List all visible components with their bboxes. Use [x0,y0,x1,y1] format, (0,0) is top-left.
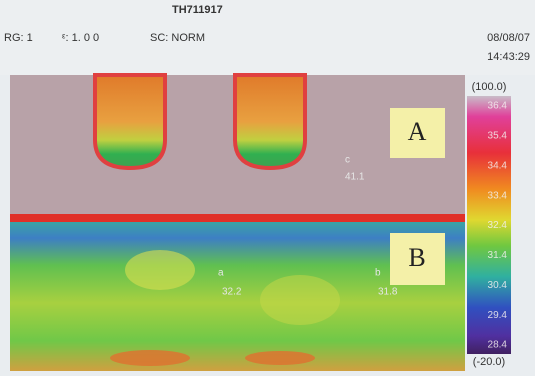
cursor-reading: 32.2 [222,287,242,298]
emissivity: ᵋ: 1. 0 0 [62,32,99,44]
date: 08/08/07 [487,32,530,44]
scale-label: 33.4 [488,190,508,201]
scale-label: 36.4 [488,101,508,112]
thermal-screen: TH711917 RG: 1 ᵋ: 1. 0 0 SC: NORM 08/08/… [0,0,535,371]
hot-spot [245,351,315,365]
scale-label: 35.4 [488,131,508,142]
scale-label: 34.4 [488,160,508,171]
scale-label: 31.4 [488,250,508,261]
region-label: A [408,117,427,146]
cursor-id: c [345,155,350,166]
scale-label: 32.4 [488,220,508,231]
title: TH711917 [172,4,223,16]
cursor-reading: 41.1 [345,172,365,183]
scale-label: 30.4 [488,280,508,291]
hot-spot [260,275,340,325]
edge-line [10,214,465,222]
time: 14:43:29 [487,51,530,63]
scale-labels: 36.4 35.4 34.4 33.4 32.4 31.4 30.4 29.4 28.4 [488,101,508,351]
finger [95,75,165,168]
scale-label: 28.4 [488,340,508,351]
cursor-id: a [218,268,224,279]
hot-spot [125,250,195,290]
scale-min: (-20.0) [473,356,505,368]
page: TH711917 RG: 1 ᵋ: 1. 0 0 SC: NORM 08/08/… [0,0,535,371]
scale-label: 29.4 [488,310,508,321]
scale-max: (100.0) [472,81,507,93]
finger [235,75,305,168]
scale-mode: SC: NORM [150,32,205,44]
region-label: B [408,243,425,272]
cursor-reading: 31.8 [378,287,398,298]
cursor-id: b [375,268,381,279]
hot-spot [110,350,190,366]
range: RG: 1 [4,32,33,44]
